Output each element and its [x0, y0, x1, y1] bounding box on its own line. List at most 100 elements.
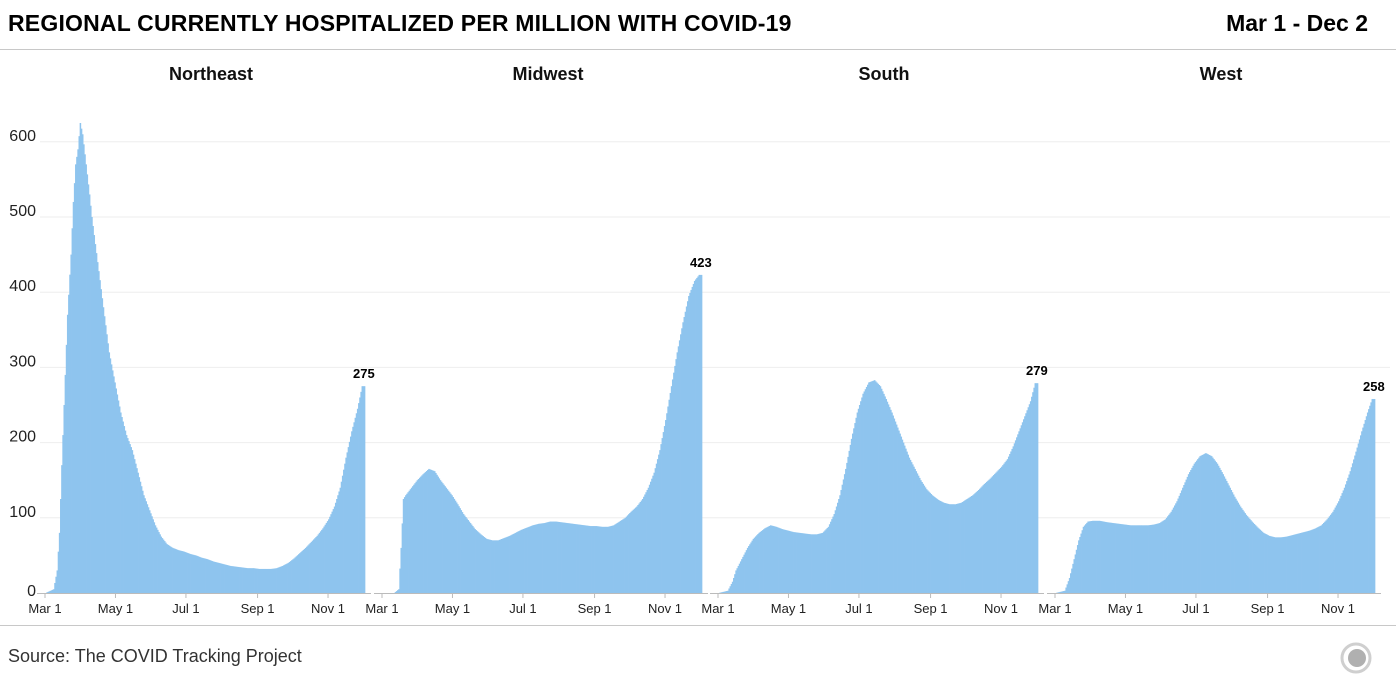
bar: [233, 566, 235, 593]
bar: [1272, 536, 1274, 593]
bar: [864, 389, 867, 593]
bar: [363, 386, 366, 593]
bar: [1215, 462, 1218, 593]
small-multiples-chart: 0 100 200 300 400 500 600 Northeast Mar 1 May 1 Ju…: [9, 64, 1390, 616]
bar: [1309, 530, 1311, 593]
bar: [482, 536, 485, 593]
bar: [1145, 525, 1147, 593]
bar: [170, 547, 173, 593]
bar: [477, 532, 480, 593]
bar: [1366, 412, 1369, 593]
panel-south: South Mar 1 May 1 Jul 1 Sep 1 Nov 1 279: [701, 64, 1047, 616]
bar: [162, 539, 165, 593]
bar: [181, 551, 183, 593]
bar: [870, 381, 872, 593]
bar: [980, 487, 982, 593]
bar: [69, 274, 71, 593]
bar: [1075, 549, 1078, 593]
bar: [1350, 467, 1353, 593]
bar: [116, 394, 119, 593]
bar: [565, 522, 568, 593]
bar: [645, 492, 647, 593]
bar: [929, 492, 931, 593]
bar: [525, 528, 527, 593]
bar: [1311, 529, 1313, 593]
bar: [514, 532, 517, 593]
bar: [1141, 525, 1144, 593]
bar: [459, 508, 461, 593]
bar: [1067, 581, 1070, 593]
bar: [210, 560, 212, 593]
x-tick-label: Mar 1: [365, 601, 398, 616]
bar: [847, 456, 849, 593]
bar: [622, 519, 624, 593]
bar: [440, 481, 443, 593]
bar: [883, 393, 885, 593]
bar: [255, 568, 257, 593]
bar: [721, 592, 723, 593]
bar: [868, 382, 870, 593]
bar: [1279, 537, 1281, 593]
bar: [1165, 517, 1168, 593]
bar: [791, 531, 794, 593]
bar: [563, 522, 565, 593]
bar: [460, 510, 463, 593]
bar: [1019, 428, 1022, 593]
bar: [535, 524, 538, 593]
bar: [468, 521, 471, 593]
bar: [1324, 521, 1326, 593]
bar: [339, 487, 342, 593]
x-tick-label: Sep 1: [578, 601, 612, 616]
x-tick-label: Sep 1: [1251, 601, 1285, 616]
bar: [281, 565, 284, 593]
bar: [1163, 520, 1166, 593]
bar: [313, 539, 315, 593]
bar: [1281, 537, 1283, 593]
bar: [734, 574, 736, 593]
source-note: Source: The COVID Tracking Project: [8, 646, 302, 666]
bar: [1267, 535, 1270, 593]
bar: [843, 474, 846, 593]
panel-northeast: Northeast Mar 1 May 1 Jul 1 Sep 1 Nov 1 275: [28, 64, 374, 616]
bar: [1232, 494, 1235, 593]
bar: [593, 526, 595, 593]
bar: [1156, 523, 1159, 593]
bar: [257, 568, 260, 593]
bar: [1105, 522, 1108, 593]
bar: [236, 566, 239, 593]
bar: [573, 523, 576, 593]
bar: [856, 412, 859, 593]
bar: [990, 477, 993, 593]
bar: [1302, 532, 1304, 593]
bar: [639, 502, 642, 593]
bar: [120, 412, 122, 593]
bar: [562, 522, 564, 593]
bar: [577, 524, 579, 593]
bar: [232, 566, 234, 593]
bar: [767, 526, 770, 593]
bar: [528, 526, 531, 593]
bar: [1126, 524, 1129, 593]
bar: [810, 534, 812, 593]
bar: [247, 568, 249, 593]
bar: [1108, 522, 1110, 593]
bar: [314, 538, 316, 593]
bar: [695, 279, 697, 593]
bar: [968, 497, 971, 593]
bar: [445, 487, 448, 593]
bar: [105, 325, 107, 593]
bar: [1017, 434, 1019, 593]
bar: [1139, 525, 1141, 593]
bar: [133, 459, 136, 593]
bar: [79, 123, 82, 593]
bar: [802, 533, 804, 593]
bar: [202, 557, 204, 593]
bar: [772, 525, 774, 593]
bar: [943, 502, 945, 593]
bar: [903, 445, 906, 593]
bar: [633, 508, 636, 593]
bar: [619, 520, 622, 593]
bar: [137, 472, 139, 593]
bar: [630, 511, 632, 593]
bar: [564, 522, 567, 593]
